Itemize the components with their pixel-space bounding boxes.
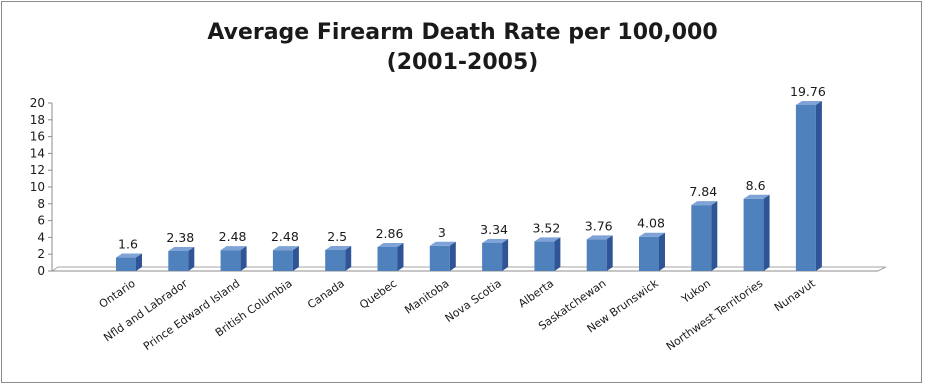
y-tick-label: 10 (30, 180, 45, 194)
chart-title: Average Firearm Death Rate per 100,000 (… (0, 18, 925, 78)
y-tick-label: 2 (37, 247, 45, 261)
category-label: Nova Scotia (443, 277, 504, 325)
bar (743, 198, 764, 271)
bar-side (449, 241, 456, 271)
bar-top (691, 201, 718, 206)
chart-data-labels: 1.6 2.38 2.48 2.48 2.5 2.86 3 3.34 3.52 3.76 4.08 7… (118, 84, 826, 252)
chart-title-line2: (2001-2005) (386, 50, 539, 75)
bar-side (763, 194, 770, 271)
data-label: 3.52 (532, 220, 560, 235)
bar (272, 250, 293, 271)
bar-side (711, 201, 718, 271)
category-label: Yukon (678, 277, 713, 307)
bar-top (429, 241, 456, 246)
y-tick-label: 4 (37, 230, 45, 244)
category-label: Quebec (357, 277, 399, 312)
bar (691, 205, 712, 271)
bar-side (606, 235, 613, 271)
bar-side (554, 237, 561, 271)
bar-side (188, 247, 195, 271)
bar (586, 239, 607, 271)
bar-top (325, 246, 352, 250)
y-tick-label: 20 (30, 96, 45, 110)
category-label: Canada (305, 277, 347, 312)
bar-side (292, 246, 299, 271)
y-tick-label: 6 (37, 214, 45, 228)
bar-top (795, 101, 822, 106)
bar (325, 250, 346, 271)
bar-top (482, 238, 509, 243)
bar (220, 250, 241, 271)
bar-top (534, 237, 561, 242)
bar-top (743, 194, 770, 199)
y-tick-label: 18 (30, 113, 45, 127)
bar-top (220, 246, 247, 251)
category-label: Alberta (516, 277, 556, 311)
bar-top (116, 253, 142, 258)
y-tick-label: 14 (30, 146, 45, 160)
bar-side (136, 253, 142, 271)
bar (639, 236, 659, 271)
data-label: 2.5 (327, 229, 347, 244)
y-tick-label: 8 (37, 197, 45, 211)
bar-top (168, 247, 195, 252)
data-label: 4.08 (637, 216, 665, 231)
bar-side (345, 246, 352, 271)
bar (795, 105, 816, 272)
bar (482, 242, 503, 271)
bar (168, 251, 189, 271)
data-label: 1.6 (118, 237, 138, 252)
data-label: 3.34 (480, 222, 508, 237)
data-label: 8.6 (746, 178, 766, 193)
category-label: Nunavut (772, 276, 818, 314)
bar-side (502, 238, 509, 271)
data-label: 2.48 (219, 229, 247, 244)
category-label: Manitoba (402, 277, 451, 317)
chart-title-line1: Average Firearm Death Rate per 100,000 (207, 20, 718, 45)
data-label: 2.48 (271, 229, 299, 244)
data-label: 3.76 (585, 218, 613, 233)
y-tick-label: 0 (37, 264, 45, 278)
bar (429, 245, 450, 271)
y-tick-label: 16 (30, 130, 45, 144)
category-label: Ontario (97, 277, 138, 311)
y-tick-label: 12 (30, 163, 45, 177)
data-label: 3 (438, 225, 446, 240)
chart-axes: 0 2 4 6 8 10 12 14 16 18 20 (30, 96, 887, 278)
data-label: 19.76 (790, 84, 826, 99)
bar-top (272, 246, 299, 251)
bar (116, 257, 136, 271)
bar-top (639, 232, 665, 237)
data-label: 2.86 (376, 226, 404, 241)
bar-top (586, 235, 613, 240)
bar (377, 246, 398, 271)
category-label: Northwest Territories (664, 277, 766, 354)
bar (534, 241, 555, 271)
bar-side (659, 232, 665, 271)
data-label: 2.38 (166, 230, 194, 245)
bar-side (815, 101, 822, 272)
category-label: Prince Edward Island (141, 277, 242, 353)
chart-floor (51, 266, 887, 272)
chart-bars (116, 101, 822, 272)
bar-top (377, 242, 404, 247)
bar-side (240, 246, 247, 271)
data-label: 7.84 (689, 184, 717, 199)
bar-side (397, 242, 404, 271)
